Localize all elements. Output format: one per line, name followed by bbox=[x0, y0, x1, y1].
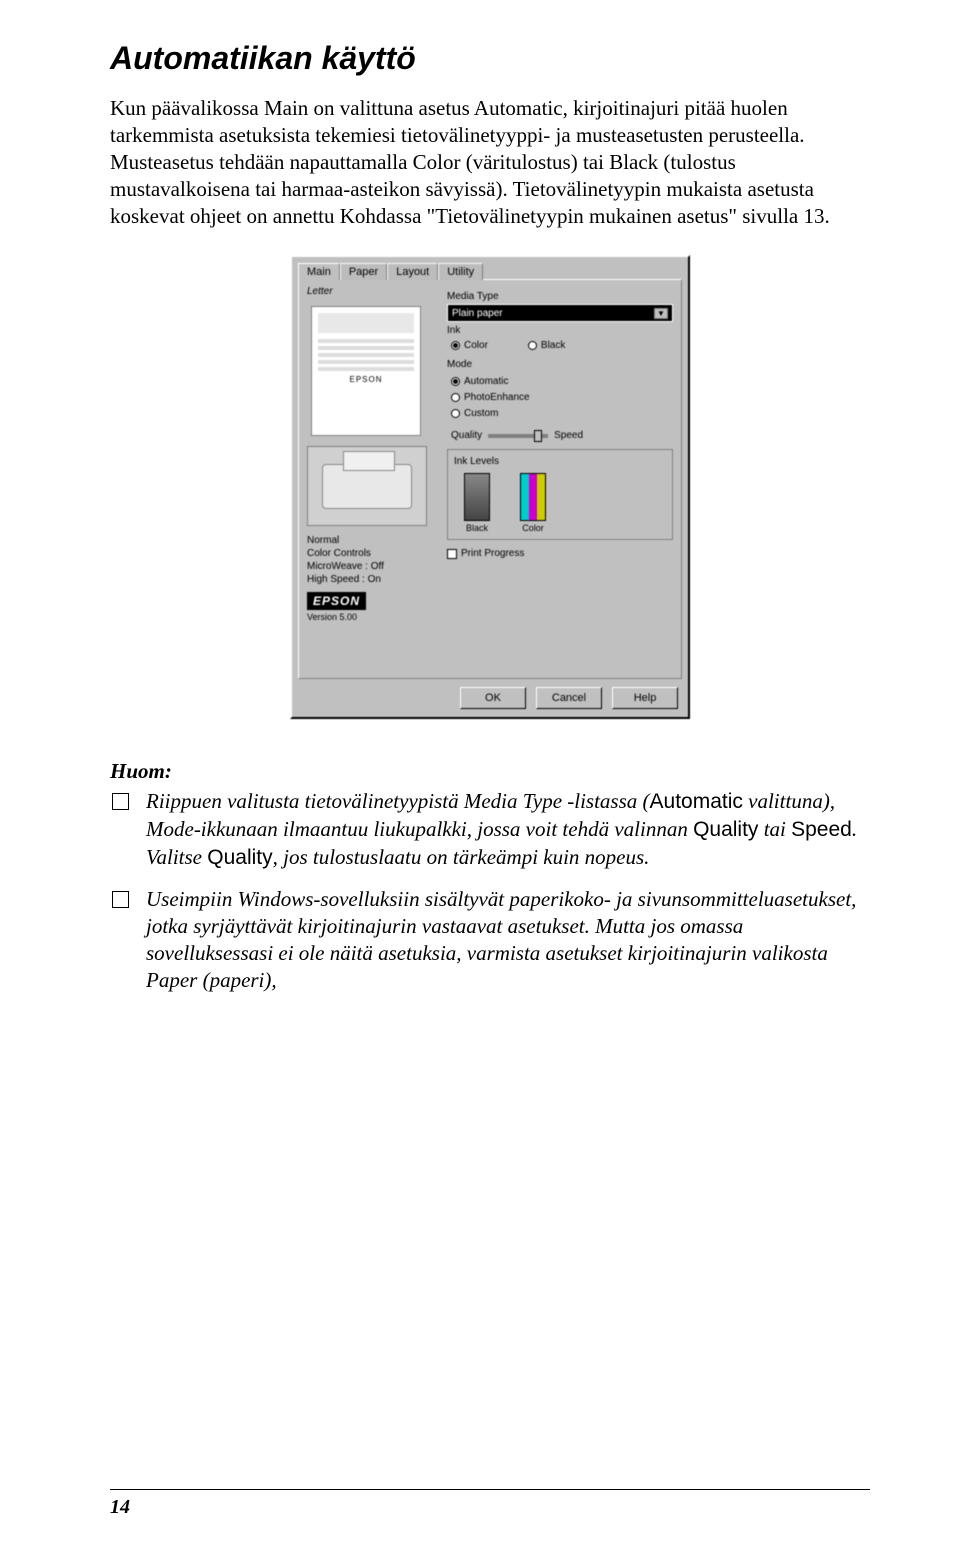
media-type-label: Media Type bbox=[447, 291, 673, 302]
section-heading: Automatiikan käyttö bbox=[110, 40, 870, 77]
slider-thumb[interactable] bbox=[534, 430, 542, 442]
print-dialog: Main Paper Layout Utility Letter EPSON N… bbox=[290, 255, 690, 719]
ink-label: Ink bbox=[447, 325, 673, 336]
paper-size-label: Letter bbox=[307, 286, 333, 297]
page-number: 14 bbox=[110, 1496, 870, 1519]
slider-speed-label: Speed bbox=[554, 430, 583, 441]
note-item-2: Useimpiin Windows-sovelluksiin sisältyvä… bbox=[146, 886, 870, 994]
ink-levels-label: Ink Levels bbox=[454, 456, 666, 467]
status-list: Normal Color Controls MicroWeave : Off H… bbox=[307, 534, 437, 586]
document-preview: EPSON bbox=[311, 306, 421, 436]
mode-radio-group: Automatic PhotoEnhance Custom bbox=[451, 374, 673, 422]
media-type-value: Plain paper bbox=[452, 308, 503, 319]
ink-black-radio[interactable]: Black bbox=[528, 340, 565, 351]
help-button[interactable]: Help bbox=[612, 687, 678, 709]
status-normal: Normal bbox=[307, 534, 437, 547]
ok-button[interactable]: OK bbox=[460, 687, 526, 709]
ink-radio-group: Color Black bbox=[451, 340, 673, 351]
slider-track[interactable] bbox=[488, 434, 548, 438]
ink-color-level: Color bbox=[520, 473, 546, 533]
tab-layout[interactable]: Layout bbox=[387, 263, 438, 280]
slider-quality-label: Quality bbox=[451, 430, 482, 441]
tab-strip: Main Paper Layout Utility bbox=[298, 263, 682, 280]
status-microweave: MicroWeave : Off bbox=[307, 560, 437, 573]
printer-preview bbox=[307, 446, 427, 526]
combo-arrow-icon[interactable]: ▼ bbox=[654, 308, 668, 319]
left-column: EPSON Normal Color Controls MicroWeave :… bbox=[307, 288, 437, 622]
cancel-button[interactable]: Cancel bbox=[536, 687, 602, 709]
tab-utility[interactable]: Utility bbox=[438, 263, 483, 280]
mode-photoenhance-radio[interactable]: PhotoEnhance bbox=[451, 390, 673, 406]
tab-main[interactable]: Main bbox=[298, 263, 340, 280]
version-label: Version 5.00 bbox=[307, 612, 437, 622]
mode-label: Mode bbox=[447, 359, 673, 370]
mode-automatic-radio[interactable]: Automatic bbox=[451, 374, 673, 390]
ink-levels-section: Ink Levels Black Color bbox=[447, 449, 673, 540]
preview-epson-label: EPSON bbox=[318, 375, 414, 384]
status-highspeed: High Speed : On bbox=[307, 573, 437, 586]
page-footer: 14 bbox=[110, 1489, 870, 1519]
tab-panel-main: Letter EPSON Normal Color Controls Micro… bbox=[298, 279, 682, 679]
ink-black-level: Black bbox=[464, 473, 490, 533]
intro-paragraph: Kun päävalikossa Main on valittuna asetu… bbox=[110, 95, 870, 229]
right-column: Media Type Plain paper ▼ Ink Color Black… bbox=[447, 291, 673, 559]
note-item-1: Riippuen valitusta tietovälinetyypistä M… bbox=[146, 788, 870, 872]
print-progress-check[interactable]: Print Progress bbox=[447, 548, 673, 559]
checkbox-icon[interactable] bbox=[447, 549, 457, 559]
mode-custom-radio[interactable]: Custom bbox=[451, 406, 673, 422]
note-label: Huom: bbox=[110, 759, 870, 784]
tab-paper[interactable]: Paper bbox=[340, 263, 387, 280]
printer-icon bbox=[322, 464, 412, 509]
epson-logo: EPSON bbox=[307, 592, 366, 610]
media-type-combo[interactable]: Plain paper ▼ bbox=[447, 304, 673, 322]
quality-speed-slider[interactable]: Quality Speed bbox=[451, 430, 673, 441]
dialog-button-row: OK Cancel Help bbox=[298, 679, 682, 711]
note-list: Riippuen valitusta tietovälinetyypistä M… bbox=[110, 788, 870, 993]
status-color-controls: Color Controls bbox=[307, 547, 437, 560]
ink-color-radio[interactable]: Color bbox=[451, 340, 488, 351]
footer-rule bbox=[110, 1489, 870, 1490]
dialog-screenshot: Main Paper Layout Utility Letter EPSON N… bbox=[110, 255, 870, 719]
